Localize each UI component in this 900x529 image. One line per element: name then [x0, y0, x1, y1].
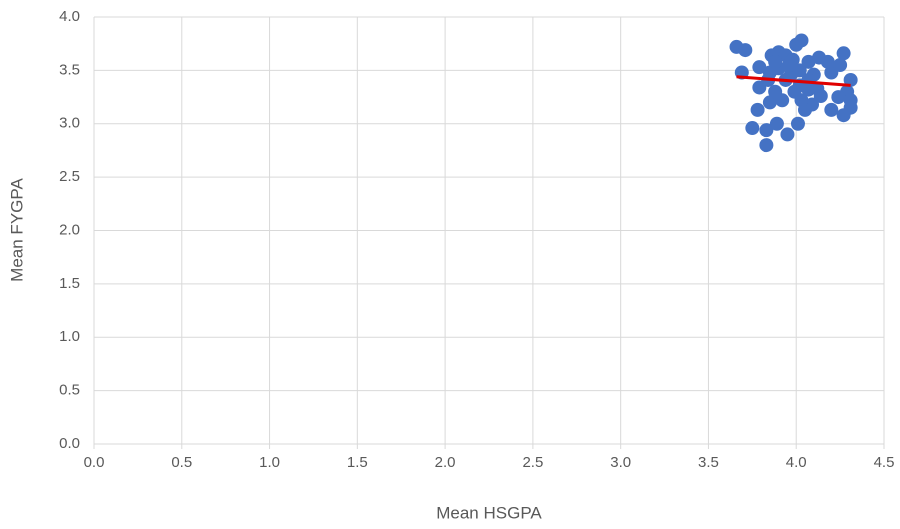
y-axis-title: Mean FYGPA — [7, 178, 26, 282]
point — [738, 43, 753, 58]
x-tick-label: 4.5 — [874, 454, 895, 471]
y-tick-label: 0.5 — [59, 382, 80, 399]
point — [745, 121, 760, 136]
point — [801, 54, 816, 69]
point — [759, 123, 774, 138]
point — [790, 116, 805, 131]
point — [794, 33, 809, 48]
point — [831, 90, 846, 105]
point — [768, 84, 783, 99]
x-tick-label: 0.5 — [171, 454, 192, 471]
point — [813, 88, 828, 103]
y-tick-label: 4.0 — [59, 8, 80, 25]
point — [792, 63, 807, 78]
point — [833, 58, 848, 73]
x-tick-label: 0.0 — [84, 454, 105, 471]
point — [780, 127, 795, 142]
point — [752, 60, 767, 75]
x-tick-label: 1.0 — [259, 454, 280, 471]
x-tick-label: 3.0 — [610, 454, 631, 471]
point — [824, 102, 839, 117]
x-tick-label: 3.5 — [698, 454, 719, 471]
point — [843, 72, 858, 87]
y-tick-label: 1.5 — [59, 275, 80, 292]
y-tick-label: 2.5 — [59, 168, 80, 185]
point — [750, 102, 765, 117]
y-tick-label: 3.0 — [59, 115, 80, 132]
point — [769, 116, 784, 131]
point — [759, 138, 774, 153]
point — [768, 54, 783, 69]
trendline — [736, 75, 851, 87]
point — [782, 58, 797, 73]
x-tick-label: 1.5 — [347, 454, 368, 471]
y-tick-label: 0.0 — [59, 435, 80, 452]
point — [820, 54, 835, 69]
x-tick-label: 2.5 — [522, 454, 543, 471]
x-tick-label: 4.0 — [786, 454, 807, 471]
point — [836, 46, 851, 61]
x-axis-title: Mean HSGPA — [436, 503, 542, 522]
x-tick-label: 2.0 — [435, 454, 456, 471]
point — [836, 108, 851, 123]
y-tick-label: 1.0 — [59, 328, 80, 345]
y-tick-label: 2.0 — [59, 221, 80, 238]
point — [762, 95, 777, 110]
y-tick-label: 3.5 — [59, 61, 80, 78]
